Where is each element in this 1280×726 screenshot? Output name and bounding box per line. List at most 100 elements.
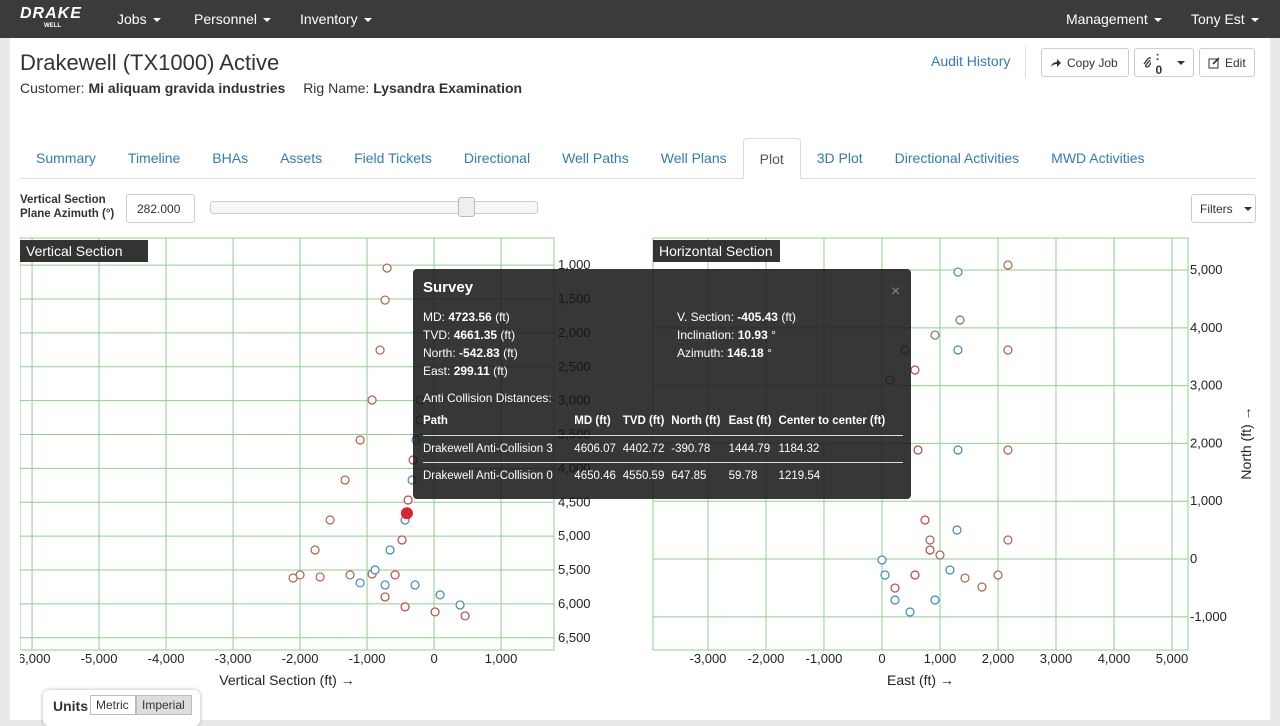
y-tick-label: 0 [1190,551,1197,566]
y-tick-label: 5,500 [558,562,591,577]
column-header: TVD (ft) [622,411,672,436]
x-tick-label: 2,000 [982,651,1015,666]
nav-text: Personnel [194,11,258,27]
survey-point [993,570,1003,580]
table-cell: -390.78 [671,435,729,463]
caret [152,18,161,23]
attachments-button[interactable]: : 0 [1134,48,1194,77]
tab[interactable]: Timeline [127,150,181,166]
survey-field: V. Section: -405.43 (ft) [677,310,796,324]
plot-title: Vertical Section [26,243,123,259]
column-header: North (ft) [671,411,729,436]
share-icon [1051,58,1061,67]
x-tick-label: 0 [878,651,885,666]
plot: -6,000 -5,000 -4,000 -3,000 -2,000 -1,000 0 1,0… [20,237,591,688]
column-header: Center to center (ft) [778,411,903,436]
tab[interactable]: Summary [36,150,96,166]
slider-handle[interactable] [458,197,475,217]
customer: Mi aliquam gravida industries [88,80,286,96]
survey-point [430,607,440,617]
survey-point [930,595,940,605]
collision-table: Path MD (ft) TVD (ft) North (ft) East (ft) Ce… [423,411,903,489]
x-tick-label: -5,000 [81,651,118,666]
table-cell: Drakewell Anti-Collision 0 [423,470,553,482]
survey-field: East: 299.11 (ft) [423,364,508,378]
brand[interactable]: DRAKE [20,5,82,22]
table-body: Drakewell Anti-Collision 3 4606.07 4402.72… [423,435,903,490]
selected-point [400,507,413,520]
table-header: Path MD (ft) TVD (ft) North (ft) East (ft) Ce… [423,411,903,436]
survey-point [925,535,935,545]
tab[interactable]: 3D Plot [816,150,863,166]
tab[interactable]: Well Plans [660,150,727,166]
survey-point [905,607,915,617]
separator [1025,46,1026,78]
survey-point [370,565,380,575]
y-tick-label: 4,000 [1190,320,1223,335]
survey-point [953,267,963,277]
field-value: 4661.35 [453,328,498,342]
field-label: MD: [423,310,445,324]
field-value: 4723.56 [448,310,492,324]
unit-option[interactable]: Metric [90,695,136,715]
edit-button[interactable]: Edit [1199,48,1255,77]
survey-point [380,295,390,305]
tab[interactable]: Plot [742,138,801,179]
field-value: 146.18 [727,346,764,360]
nav-item[interactable]: Personnel [194,11,272,27]
field-unit: (ft) [493,364,508,378]
x-tick-label: -1,000 [349,651,386,666]
tab[interactable]: BHAs [212,150,249,166]
tab[interactable]: Directional Activities [894,150,1020,166]
unit-option[interactable]: Imperial [136,695,192,715]
x-axis-label: East (ft) → [887,672,954,688]
copy-job-text: Copy Job [1067,55,1118,70]
rig-label: Rig Name: [303,80,370,96]
survey-point [935,550,945,560]
survey-tooltip: Survey × Anti Collision Distances: Path M… [413,269,911,499]
column-header: MD (ft) [574,411,623,436]
copy-job-button[interactable]: Copy Job [1041,48,1129,77]
nav-item[interactable]: Tony Est [1191,11,1259,27]
filters-button[interactable]: Filters [1191,194,1256,223]
table-row: Drakewell Anti-Collision 3 4606.07 4402.72… [423,435,903,463]
y-tick-label: -1,000 [1190,609,1227,624]
survey-point [890,595,900,605]
field-label: Azimuth: [677,346,724,360]
table-cell: 4550.59 [622,470,665,482]
survey-point [877,555,887,565]
caret [1153,18,1162,23]
audit-history[interactable]: Audit History [931,53,1011,69]
survey-point [880,570,890,580]
nav-item[interactable]: Jobs [117,11,161,27]
nav-text: Tony Est [1191,11,1245,27]
azimuth-input[interactable]: 282.000 [126,194,195,223]
survey-point [397,535,407,545]
survey-point [890,583,900,593]
tab[interactable]: Well Paths [562,150,629,166]
nav-text: Management [1066,11,1148,27]
survey-field: Azimuth: 146.18 ° [677,346,772,360]
azimuth-slider[interactable] [210,201,538,214]
y-axis-label: North (ft) → [1238,406,1254,479]
survey-point [953,345,963,355]
nav-item[interactable]: Management [1066,11,1162,27]
tooltip-close[interactable]: × [891,283,901,300]
survey-point [380,580,390,590]
tab[interactable]: Directional [463,150,531,166]
survey-point [400,602,410,612]
tab-bar: Summary Timeline BHAs Assets Field Tickets Di… [20,138,1256,179]
x-tick-label: 3,000 [1040,651,1073,666]
survey-point [367,395,377,405]
survey-point [380,592,390,602]
x-tick-label: 1,000 [485,651,518,666]
survey-point [977,582,987,592]
tab[interactable]: Assets [280,150,323,166]
survey-point [910,570,920,580]
survey-point [390,570,400,580]
tab[interactable]: Field Tickets [354,150,432,166]
tab[interactable]: MWD Activities [1051,150,1145,166]
survey-point [925,545,935,555]
nav-item[interactable]: Inventory [300,11,372,27]
